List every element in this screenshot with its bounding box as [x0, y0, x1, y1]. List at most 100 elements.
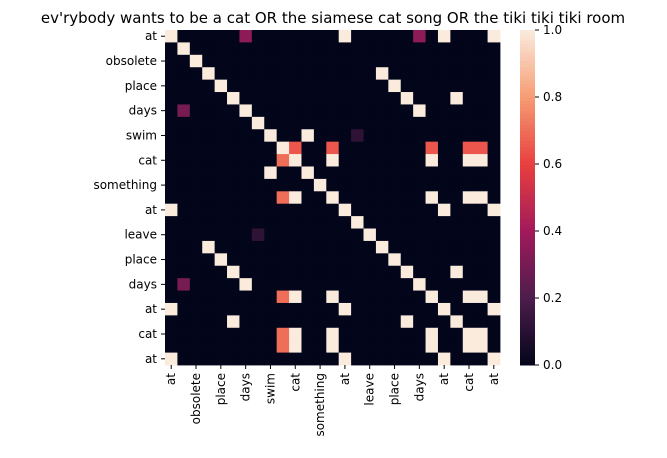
- heatmap-cell: [326, 327, 340, 341]
- heatmap-cell: [400, 290, 414, 304]
- heatmap-cell: [165, 191, 178, 205]
- heatmap-cell: [363, 203, 377, 217]
- heatmap-cell: [400, 92, 414, 105]
- heatmap-cell: [276, 290, 290, 304]
- heatmap-cell: [338, 216, 352, 229]
- heatmap-cell: [227, 265, 240, 279]
- heatmap-cell: [239, 278, 253, 291]
- heatmap-cell: [227, 340, 240, 353]
- x-tick-label: days: [412, 373, 426, 401]
- colorbar-segment: [520, 291, 535, 296]
- heatmap-cell: [462, 154, 476, 167]
- colorbar-segment: [520, 123, 535, 128]
- colorbar-segment: [520, 308, 535, 312]
- heatmap-cell: [462, 191, 476, 205]
- colorbar-segment: [520, 354, 535, 359]
- heatmap-cell: [413, 42, 426, 56]
- heatmap-cell: [251, 67, 265, 81]
- colorbar-tick-label: 0.4: [543, 224, 562, 238]
- heatmap-cell: [326, 191, 340, 205]
- heatmap-cell: [487, 352, 501, 366]
- colorbar-segment: [520, 351, 535, 356]
- heatmap-cell: [214, 154, 228, 167]
- heatmap-cell: [413, 116, 426, 130]
- heatmap-cell: [313, 129, 327, 143]
- heatmap-cell: [227, 30, 240, 43]
- heatmap-cell: [189, 178, 203, 192]
- heatmap-cell: [363, 178, 377, 192]
- colorbar-segment: [520, 197, 535, 202]
- heatmap-cell: [437, 216, 451, 229]
- heatmap-cell: [425, 302, 439, 316]
- heatmap-cell: [239, 352, 253, 366]
- colorbar-segment: [520, 153, 535, 158]
- heatmap-cell: [177, 216, 191, 229]
- heatmap-cell: [165, 265, 178, 279]
- heatmap-cell: [437, 327, 451, 341]
- heatmap-cell: [475, 340, 488, 353]
- heatmap-cell: [462, 79, 476, 93]
- heatmap-cell: [338, 54, 352, 68]
- colorbar-segment: [520, 180, 535, 185]
- heatmap-cell: [462, 327, 476, 341]
- heatmap-cell: [475, 228, 488, 242]
- colorbar-segment: [520, 200, 535, 205]
- heatmap-cell: [177, 191, 191, 205]
- heatmap-cell: [301, 30, 315, 43]
- heatmap-cell: [251, 129, 265, 143]
- heatmap-cell: [462, 278, 476, 291]
- heatmap-cell: [413, 302, 426, 316]
- heatmap-cell: [251, 327, 265, 341]
- heatmap-cell: [239, 79, 253, 93]
- heatmap-cell: [450, 166, 464, 180]
- heatmap-cell: [437, 104, 451, 118]
- heatmap-cell: [450, 352, 464, 366]
- colorbar-segment: [520, 80, 535, 85]
- heatmap-cell: [400, 203, 414, 217]
- heatmap-cell: [413, 216, 426, 229]
- heatmap-cell: [239, 141, 253, 155]
- heatmap-cell: [276, 340, 290, 353]
- heatmap-cell: [363, 228, 377, 242]
- heatmap-cell: [338, 191, 352, 205]
- heatmap-cell: [450, 253, 464, 267]
- heatmap-cell: [363, 352, 377, 366]
- heatmap-cell: [425, 352, 439, 366]
- heatmap-cell: [301, 104, 315, 118]
- heatmap-cell: [239, 92, 253, 105]
- heatmap-cell: [214, 116, 228, 130]
- heatmap-cell: [450, 315, 464, 329]
- colorbar-segment: [520, 76, 535, 81]
- heatmap-cell: [264, 240, 278, 254]
- heatmap-cell: [276, 116, 290, 130]
- heatmap-cell: [189, 54, 203, 68]
- colorbar-segment: [520, 321, 535, 326]
- heatmap-cell: [351, 104, 364, 118]
- heatmap-cell: [487, 315, 501, 329]
- heatmap-cell: [425, 154, 439, 167]
- heatmap-cell: [487, 116, 501, 130]
- heatmap-cell: [375, 67, 389, 81]
- heatmap-cell: [400, 67, 414, 81]
- heatmap-cell: [301, 278, 315, 291]
- heatmap-cell: [202, 216, 216, 229]
- heatmap-cell: [437, 116, 451, 130]
- heatmap-cell: [239, 116, 253, 130]
- heatmap-cell: [313, 228, 327, 242]
- heatmap-cell: [313, 141, 327, 155]
- colorbar-segment: [520, 318, 535, 322]
- heatmap-cell: [239, 154, 253, 167]
- heatmap-cell: [214, 290, 228, 304]
- heatmap-cell: [388, 352, 402, 366]
- heatmap-cell: [413, 30, 426, 43]
- x-tick-label: leave: [363, 373, 377, 406]
- heatmap-cell: [165, 203, 178, 217]
- heatmap-cell: [487, 265, 501, 279]
- heatmap-cell: [227, 116, 240, 130]
- heatmap-cell: [264, 352, 278, 366]
- heatmap-cell: [313, 253, 327, 267]
- heatmap-cell: [251, 228, 265, 242]
- heatmap-cell: [177, 240, 191, 254]
- colorbar-segment: [520, 301, 535, 306]
- heatmap-cell: [437, 141, 451, 155]
